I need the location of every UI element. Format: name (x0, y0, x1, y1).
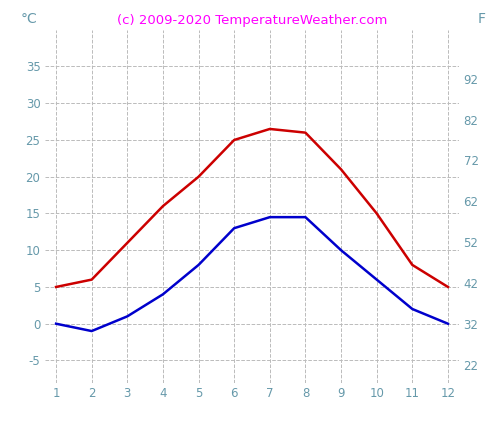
Title: (c) 2009-2020 TemperatureWeather.com: (c) 2009-2020 TemperatureWeather.com (117, 14, 387, 27)
Text: °C: °C (21, 12, 37, 26)
Text: F: F (477, 12, 485, 26)
